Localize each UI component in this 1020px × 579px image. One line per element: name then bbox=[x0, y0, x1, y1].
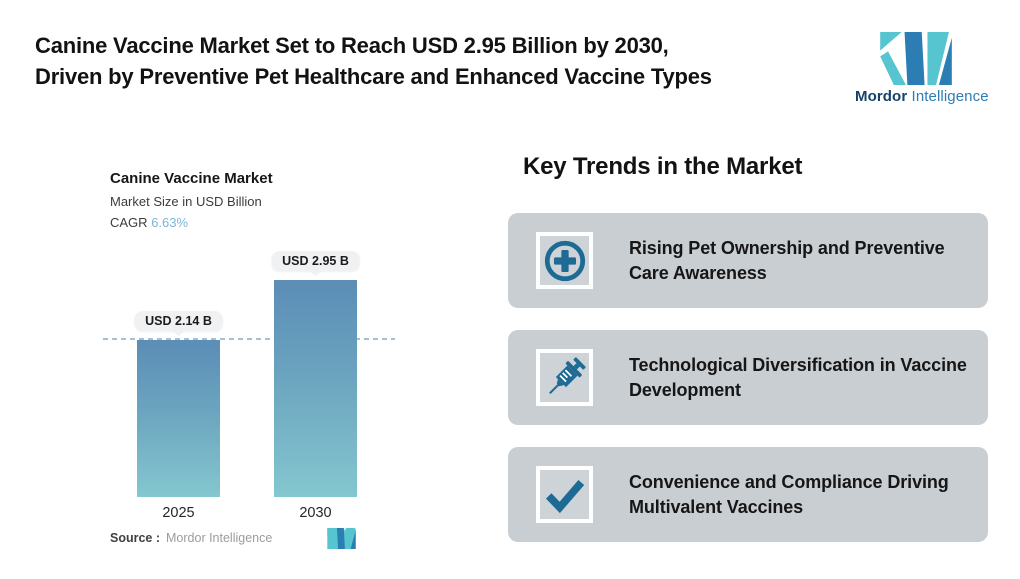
syringe-icon bbox=[548, 356, 586, 394]
x-axis-label-2030: 2030 bbox=[299, 505, 332, 521]
bar-value-label: USD 2.14 B bbox=[145, 314, 212, 328]
bar-2025 bbox=[137, 340, 220, 497]
chart-header: Canine Vaccine Market Market Size in USD… bbox=[110, 170, 273, 230]
icon-tile bbox=[536, 349, 593, 406]
logo-wordmark: Mordor Intelligence bbox=[855, 88, 989, 105]
cagr-value: 6.63% bbox=[151, 215, 189, 230]
trend-card-multivalent: Convenience and Compliance Driving Multi… bbox=[508, 447, 988, 542]
icon-tile bbox=[536, 466, 593, 523]
medical-cross-circle-icon bbox=[544, 240, 585, 281]
trend-card-text: Technological Diversification in Vaccine… bbox=[629, 354, 967, 400]
cagr-label: CAGR bbox=[110, 215, 148, 230]
trend-card-technology: Technological Diversification in Vaccine… bbox=[508, 330, 988, 425]
mordor-mini-logo-icon bbox=[327, 528, 356, 549]
logo-brand-light: Intelligence bbox=[911, 88, 989, 105]
x-axis-label-2025: 2025 bbox=[162, 505, 195, 521]
bar-chart: USD 2.14 B 2025 USD 2.95 B 2030 bbox=[100, 250, 400, 521]
chart-title: Canine Vaccine Market bbox=[110, 170, 273, 187]
page-title: Canine Vaccine Market Set to Reach USD 2… bbox=[35, 30, 835, 92]
logo-brand-bold: Mordor bbox=[855, 88, 908, 105]
bar-group-2025: USD 2.14 B 2025 bbox=[134, 250, 223, 521]
trend-card-text: Rising Pet Ownership and Preventive Care… bbox=[629, 237, 945, 283]
bar-value-label: USD 2.95 B bbox=[282, 254, 349, 268]
icon-tile bbox=[536, 232, 593, 289]
mordor-intelligence-logo: Mordor Intelligence bbox=[855, 32, 989, 105]
trend-card-pet-ownership: Rising Pet Ownership and Preventive Care… bbox=[508, 213, 988, 308]
source-value: Mordor Intelligence bbox=[166, 531, 273, 545]
reference-dashed-line bbox=[103, 338, 395, 340]
mordor-logo-mark-icon bbox=[880, 32, 952, 85]
checkmark-icon bbox=[545, 479, 584, 513]
chart-subtitle: Market Size in USD Billion bbox=[110, 194, 262, 209]
bar-value-callout-2025: USD 2.14 B bbox=[134, 311, 223, 331]
page-title-line2: Driven by Preventive Pet Healthcare and … bbox=[35, 64, 712, 89]
bar-value-callout-2030: USD 2.95 B bbox=[271, 251, 360, 271]
bar-2030 bbox=[274, 280, 357, 497]
source-label: Source : bbox=[110, 531, 161, 545]
trend-card-text: Convenience and Compliance Driving Multi… bbox=[629, 471, 949, 517]
chart-cagr: CAGR 6.63% bbox=[110, 215, 273, 230]
bar-group-2030: USD 2.95 B 2030 bbox=[271, 250, 360, 521]
source-line: Source : Mordor Intelligence bbox=[110, 531, 272, 545]
trends-heading: Key Trends in the Market bbox=[523, 153, 803, 180]
page-title-line1: Canine Vaccine Market Set to Reach USD 2… bbox=[35, 33, 669, 58]
